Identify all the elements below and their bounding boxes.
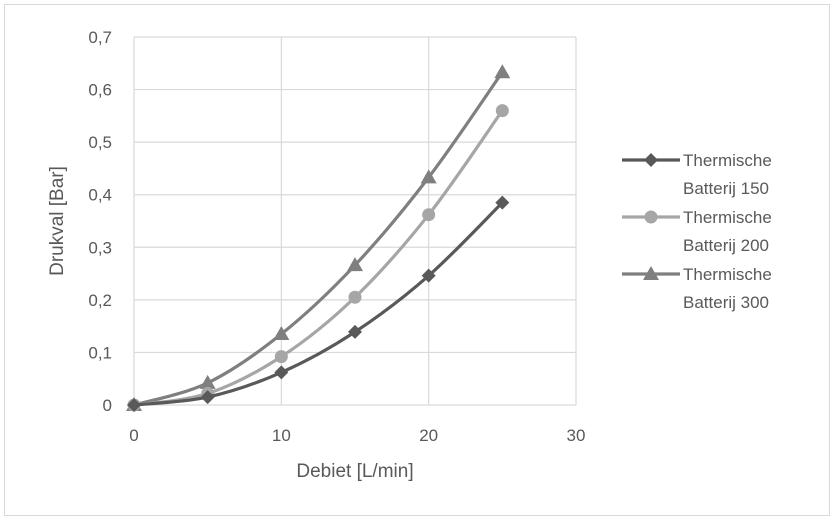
- y-tick-label: 0,2: [88, 291, 112, 310]
- data-point: [495, 104, 509, 118]
- series-lines: [126, 64, 511, 412]
- x-tick-label: 20: [419, 426, 438, 445]
- data-point: [274, 365, 289, 380]
- legend-item: Thermische Batterij 200: [622, 208, 772, 255]
- data-point: [495, 195, 510, 210]
- data-point: [273, 326, 290, 341]
- data-point: [421, 268, 436, 283]
- y-tick-label: 0,1: [88, 343, 112, 362]
- series-1: [127, 195, 510, 412]
- tick-labels: 0 0,1 0,2 0,3 0,4 0,5 0,6 0,7 0 10 20 30: [88, 28, 585, 445]
- series-3: [126, 64, 511, 411]
- y-axis-title: Drukval [Bar]: [47, 166, 68, 276]
- legend-swatch-marker: [644, 210, 658, 224]
- data-point: [274, 350, 288, 364]
- data-point: [420, 169, 437, 184]
- data-point: [422, 208, 436, 222]
- legend-swatch-marker: [644, 153, 658, 167]
- x-axis-title: Debiet [L/min]: [296, 461, 413, 482]
- y-tick-label: 0,3: [88, 238, 112, 257]
- series-2: [127, 104, 509, 412]
- data-point: [348, 324, 362, 339]
- legend-label: Thermische: [683, 151, 772, 170]
- data-point: [348, 290, 362, 304]
- legend-item: Thermische Batterij 150: [622, 151, 772, 198]
- legend-item: Thermische Batterij 300: [622, 265, 772, 312]
- legend-label: Thermische: [683, 265, 772, 284]
- y-tick-label: 0,5: [88, 133, 112, 152]
- y-tick-label: 0,7: [88, 28, 112, 47]
- legend-label: Thermische: [683, 208, 772, 227]
- gridlines: [133, 36, 577, 406]
- y-tick-label: 0: [103, 396, 112, 415]
- data-point: [200, 390, 215, 405]
- y-tick-label: 0,6: [88, 81, 112, 100]
- legend-label: Batterij 300: [683, 293, 769, 312]
- y-tick-label: 0,4: [88, 186, 112, 205]
- data-point: [494, 64, 511, 79]
- legend-label: Batterij 150: [683, 179, 769, 198]
- legend-label: Batterij 200: [683, 236, 769, 255]
- x-tick-label: 30: [567, 426, 586, 445]
- data-point: [199, 374, 216, 389]
- x-tick-label: 10: [272, 426, 291, 445]
- data-point: [347, 257, 363, 272]
- x-tick-label: 0: [129, 426, 138, 445]
- legend-swatch-marker: [643, 266, 659, 280]
- legend: Thermische Batterij 150 Thermische Batterij…: [622, 151, 772, 312]
- data-point: [127, 398, 141, 412]
